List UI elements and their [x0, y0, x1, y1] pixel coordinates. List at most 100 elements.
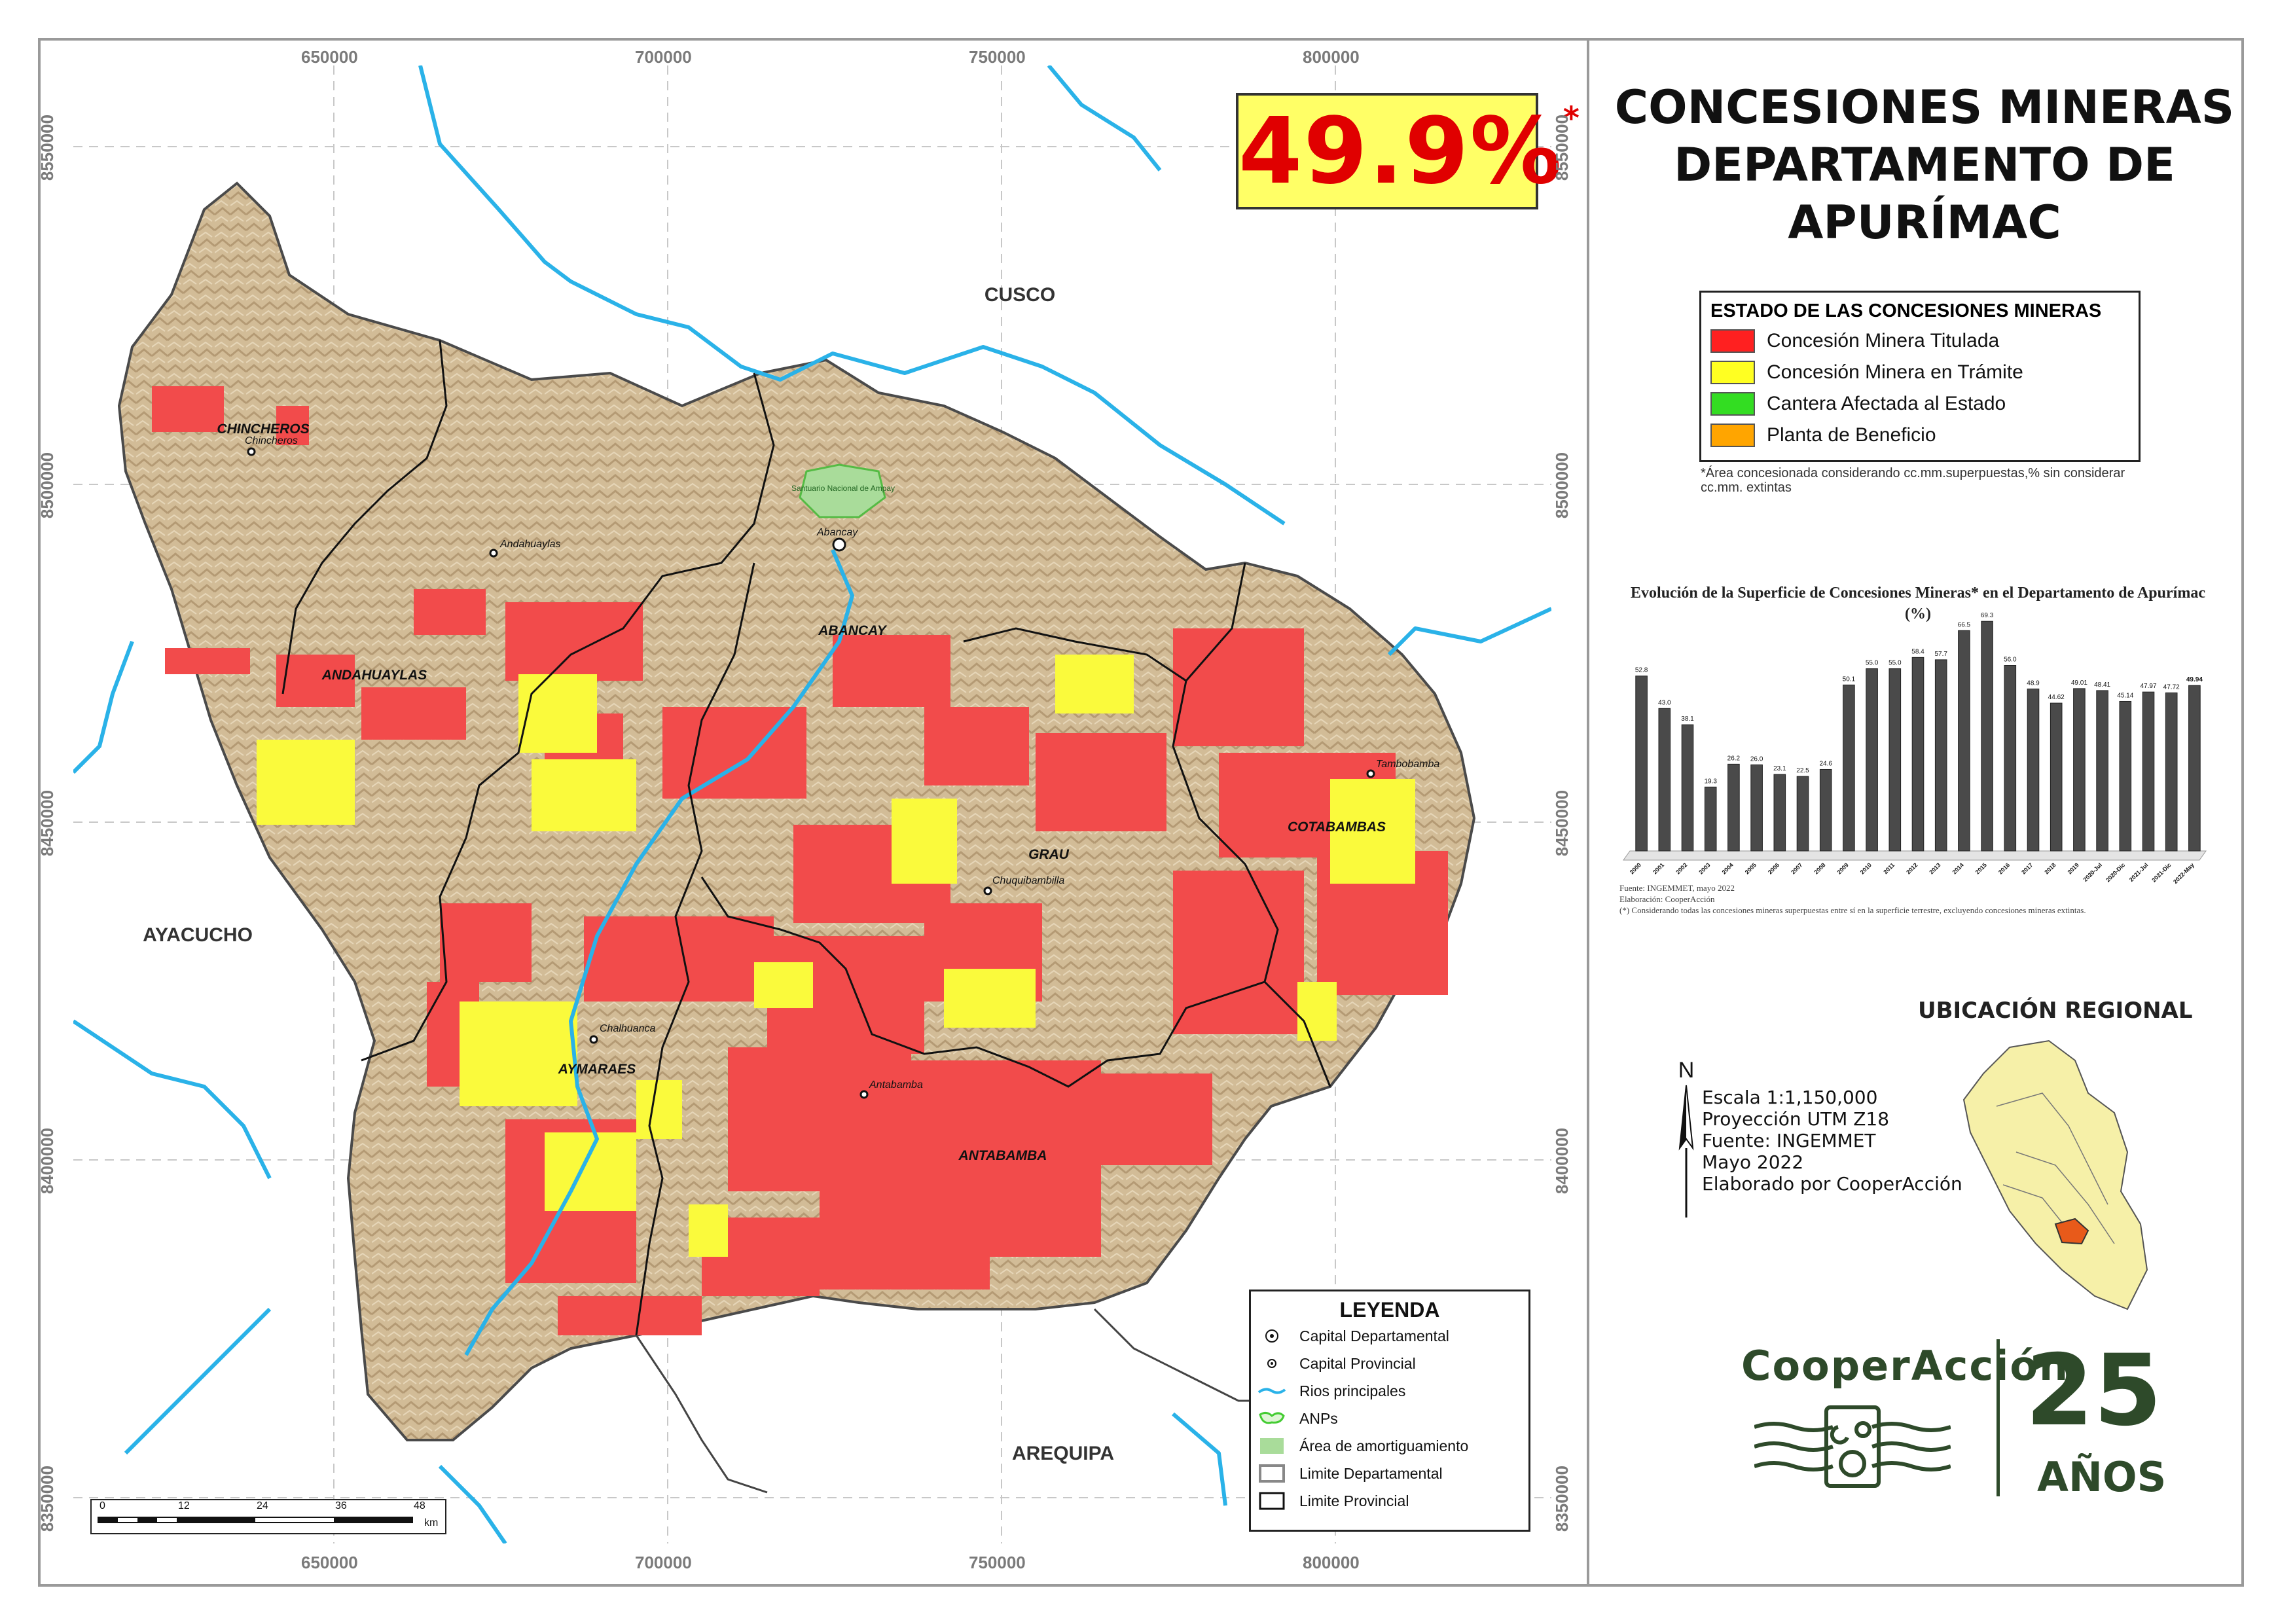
chart-category-label: 2014	[1951, 861, 1965, 875]
dept-capital-icon	[1265, 1329, 1278, 1343]
concession-legend-title: ESTADO DE LAS CONCESIONES MINERAS	[1710, 300, 2102, 321]
map-info: Escala 1:1,150,000 Proyección UTM Z18 Fu…	[1702, 1087, 1962, 1195]
map-legend-label: Capital Departamental	[1299, 1327, 1449, 1344]
chart-category-label: 2004	[1721, 861, 1735, 875]
anp-ampay	[799, 463, 886, 518]
legend-label: Cantera Afectada al Estado	[1767, 393, 2006, 414]
town-label: Andahuaylas	[499, 539, 561, 550]
chart-value-label: 48.41	[2094, 681, 2110, 689]
coordinate-label: 8400000	[1552, 1127, 1572, 1195]
map-legend: LEYENDA Capital Departamental Capital Pr…	[1249, 1290, 1530, 1532]
chart-bar	[1773, 774, 1786, 852]
percentage-mark: *	[1563, 100, 1581, 137]
map-title: CONCESIONES MINERAS DEPARTAMENTO DE APUR…	[1597, 79, 2252, 251]
chart-bar	[1727, 763, 1740, 852]
chart-category-label: 2007	[1790, 861, 1803, 875]
coordinate-label: 650000	[301, 47, 358, 67]
chart-category-label: 2010	[1859, 861, 1873, 875]
concession-legend-item: Planta de Beneficio	[1710, 423, 2139, 448]
chart-bar	[1981, 621, 1993, 852]
chart-title: Evolución de la Superficie de Concesione…	[1631, 585, 2205, 623]
map-legend-label: Rios principales	[1299, 1382, 1406, 1399]
map-legend-item: Capital Provincial	[1257, 1350, 1528, 1377]
anp-label: Santuario Nacional de Ampay	[791, 484, 895, 493]
province-label: CHINCHEROS	[217, 422, 309, 437]
map-title-line: APURÍMAC	[1788, 196, 2061, 249]
evolution-bar-chart: 52.8 2000 43.0 2001 38.1 2002 19.3 2003 26.2 2004…	[1623, 612, 2207, 885]
cooperaccion-logo-text: CooperAcción	[1741, 1342, 2070, 1390]
town-label: Chalhuanca	[600, 1023, 656, 1034]
chart-bar	[2027, 688, 2040, 852]
chart-category-label: 2013	[1928, 861, 1942, 875]
legend-swatch	[1710, 424, 1755, 447]
chart-bar	[2142, 691, 2155, 852]
prov-boundary-icon	[1259, 1492, 1285, 1510]
map-info-line: Mayo 2022	[1702, 1151, 1804, 1173]
chart-category-label: 2021-Dic	[2150, 861, 2172, 883]
concession-note: *Área concesionada considerando cc.mm.su…	[1701, 466, 2125, 495]
peru-locator-map	[1962, 1039, 2148, 1310]
chart-category-label: 2011	[1882, 861, 1896, 875]
map-legend-title: LEYENDA	[1339, 1298, 1440, 1322]
province-label: COTABAMBAS	[1288, 820, 1386, 835]
scale-tick-label: 12	[178, 1500, 190, 1511]
chart-bar	[2004, 665, 2017, 852]
concession-legend-item: Concesión Minera Titulada	[1710, 329, 2139, 353]
map-legend-label: ANPs	[1299, 1409, 1338, 1427]
river-icon	[1257, 1388, 1286, 1394]
chart-value-label: 49.94	[2186, 676, 2203, 683]
map-frame	[38, 38, 2244, 1587]
chart-note: Elaboración: CooperAcción	[1619, 894, 1715, 904]
map-legend-label: Capital Provincial	[1299, 1354, 1416, 1372]
chart-category-label: 2015	[1974, 861, 1988, 875]
capitals	[247, 447, 1375, 1099]
map-legend-item: Limite Departamental	[1257, 1460, 1528, 1487]
concession-legend: ESTADO DE LAS CONCESIONES MINERAS Conces…	[1699, 291, 2141, 462]
panel-divider	[1587, 38, 1589, 1587]
chart-bar	[1704, 786, 1717, 852]
map-legend-label: Área de amortiguamiento	[1299, 1437, 1469, 1454]
chart-bar	[1934, 659, 1947, 852]
coordinate-label: 8350000	[37, 1465, 58, 1532]
chart-value-label: 19.3	[1704, 778, 1717, 785]
dept-boundary-icon	[1259, 1464, 1285, 1483]
region-labels: CUSCO AYACUCHO AREQUIPA	[143, 284, 1114, 1464]
chart-bar	[2073, 688, 2086, 852]
legend-swatch	[1710, 329, 1755, 353]
coordinate-label: 700000	[635, 1553, 692, 1572]
chart-category-label: 2021-Jul	[2128, 861, 2150, 883]
prov-capital-icon	[1267, 1359, 1276, 1368]
town-label: Antabamba	[869, 1079, 923, 1091]
chart-bar	[1681, 724, 1694, 852]
legend-label: Concesión Minera en Trámite	[1767, 361, 2023, 383]
coordinate-label: 750000	[969, 47, 1026, 67]
chart-value-label: 57.7	[1934, 651, 1947, 658]
map-info-line: Proyección UTM Z18	[1702, 1108, 1890, 1130]
anniversary-number: 25	[2025, 1334, 2162, 1448]
chart-value-label: 43.0	[1658, 699, 1671, 706]
coordinate-label: 750000	[969, 1553, 1026, 1572]
coordinate-label: 800000	[1303, 1553, 1360, 1572]
chart-category-label: 2008	[1813, 861, 1826, 875]
coordinate-label: 8350000	[1552, 1465, 1572, 1532]
chart-category-label: 2000	[1629, 861, 1642, 875]
concessions-pending	[257, 655, 1415, 1257]
chart-bar	[2188, 685, 2201, 852]
town-label: Abancay	[816, 527, 858, 538]
chart-value-label: 47.97	[2140, 683, 2156, 690]
legend-swatch	[1710, 392, 1755, 416]
province-labels: CHINCHEROS ANDAHUAYLAS ABANCAY GRAU COTA…	[217, 422, 1386, 1163]
chart-category-label: 2022-May	[2172, 861, 2196, 885]
chart-value-label: 66.5	[1958, 621, 1971, 628]
chart-category-label: 2017	[2020, 861, 2034, 875]
chart-bar	[1958, 630, 1970, 852]
coordinate-label: 8550000	[37, 114, 58, 181]
coordinate-label: 8550000	[1552, 114, 1572, 181]
concession-legend-item: Concesión Minera en Trámite	[1710, 360, 2139, 385]
chart-value-label: 55.0	[1866, 660, 1879, 667]
chart-floor	[1623, 850, 2207, 861]
chart-bar	[1866, 668, 1878, 852]
chart-value-label: 48.9	[2027, 679, 2040, 687]
chart-bar	[1750, 764, 1763, 852]
map-legend-item: Capital Departamental	[1257, 1322, 1528, 1350]
